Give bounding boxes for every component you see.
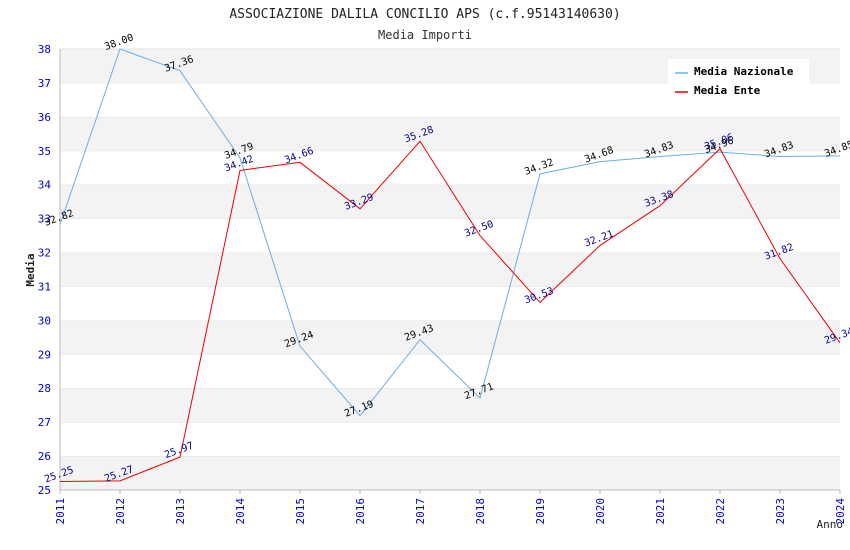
x-tick-label: 2023 [774,498,787,525]
y-tick-label: 32 [38,247,51,260]
series-line-ente [59,140,841,483]
x-tick-label: 2021 [654,498,667,525]
y-tick-label: 31 [38,280,51,293]
grid-band [60,354,840,389]
grid-band [60,116,840,151]
x-tick-label: 2019 [534,498,547,525]
x-tick-label: 2016 [354,498,367,525]
y-tick-label: 28 [38,382,51,395]
grid-bands [60,48,840,490]
legend: Media Nazionale Media Ente [668,59,809,101]
y-tick-label: 38 [38,43,51,56]
series-group [59,48,841,483]
y-tick-label: 27 [38,416,51,429]
grid-band [60,456,840,490]
x-tick-label: 2017 [414,498,427,525]
y-tick-label: 35 [38,145,51,158]
y-tick-label: 25 [38,484,51,497]
x-tick-label: 2013 [174,498,187,525]
x-tick-label: 2012 [114,498,127,525]
legend-label-ente: Media Ente [694,84,761,97]
grid-band [60,150,840,185]
y-tick-label: 37 [38,77,51,90]
x-tick-label: 2018 [474,498,487,525]
y-tick-label: 30 [38,314,51,327]
grid-band [60,252,840,287]
y-tick-label: 26 [38,450,51,463]
y-tick-label: 33 [38,213,51,226]
x-tick-label: 2011 [54,498,67,525]
x-tick-label: 2015 [294,498,307,525]
series-line-nazionale [59,48,841,417]
legend-label-nazionale: Media Nazionale [694,65,794,78]
y-axis-ticks: 25 26 27 28 29 30 31 32 33 34 35 36 37 38 [38,43,52,497]
legend-box [668,59,809,101]
x-tick-label: 2014 [234,498,247,525]
y-tick-label: 34 [38,179,52,192]
grid-band [60,388,840,423]
y-tick-label: 29 [38,348,51,361]
chart-subtitle: Media Importi [378,28,472,42]
x-tick-label: 2020 [594,498,607,525]
x-axis-title: Anno [817,518,844,531]
grid-band [60,286,840,321]
y-tick-label: 36 [38,111,51,124]
x-tick-label: 2024 [834,498,847,525]
grid-band [60,184,840,219]
x-tick-label: 2022 [714,498,727,525]
grid-band [60,320,840,355]
grid-band [60,218,840,253]
grid-band [60,422,840,457]
chart-title: ASSOCIAZIONE DALILA CONCILIO APS (c.f.95… [229,7,620,22]
y-axis-title: Media [24,253,37,286]
x-axis-ticks: 2011 2012 2013 2014 2015 2016 2017 2018 2019 2020… [54,490,847,525]
